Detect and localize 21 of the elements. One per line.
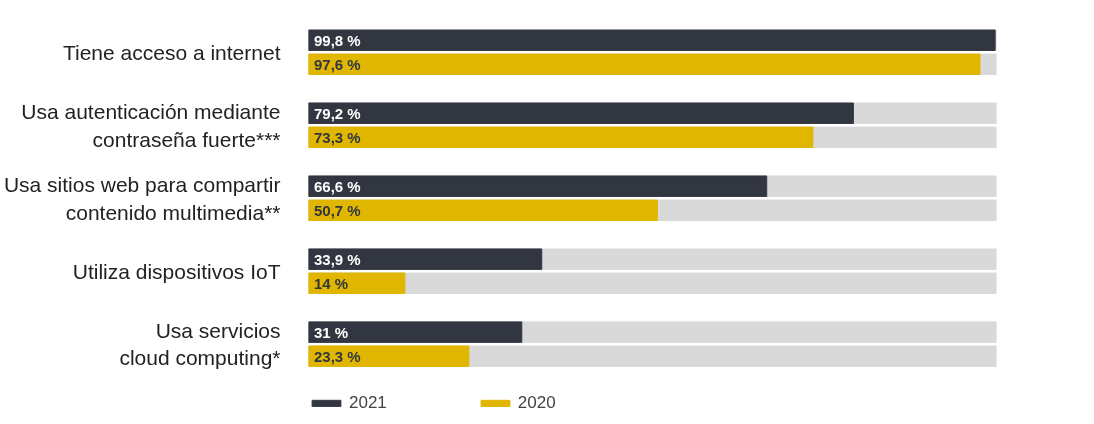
data-label: 33,9 % <box>314 250 361 268</box>
bar <box>308 53 981 76</box>
data-label: 99,8 % <box>314 31 361 49</box>
data-label: 50,7 % <box>314 201 361 219</box>
y-tick-label: Usa servicios cloud computing* <box>119 318 281 370</box>
data-label: 66,6 % <box>314 177 361 195</box>
y-tick-label: Usa autenticación mediante contraseña fuerte*** <box>21 99 281 151</box>
legend-label: 2020 <box>517 393 556 413</box>
y-tick-label: Usa sitios web para compartir contenido multimedia** <box>3 172 281 224</box>
bar <box>308 321 523 343</box>
y-tick-label: Utiliza dispositivos IoT <box>72 259 281 283</box>
data-label: 79,2 % <box>314 104 361 122</box>
legend-label: 2021 <box>349 393 387 413</box>
data-label: 31 % <box>314 323 349 341</box>
bar <box>308 345 470 367</box>
data-label: 14 % <box>314 274 349 292</box>
data-label: 23,3 % <box>314 347 361 365</box>
y-tick-label: Tiene acceso a internet <box>62 40 281 64</box>
data-label: 97,6 % <box>314 55 361 73</box>
data-label: 73,3 % <box>314 128 361 146</box>
bar <box>308 272 406 294</box>
